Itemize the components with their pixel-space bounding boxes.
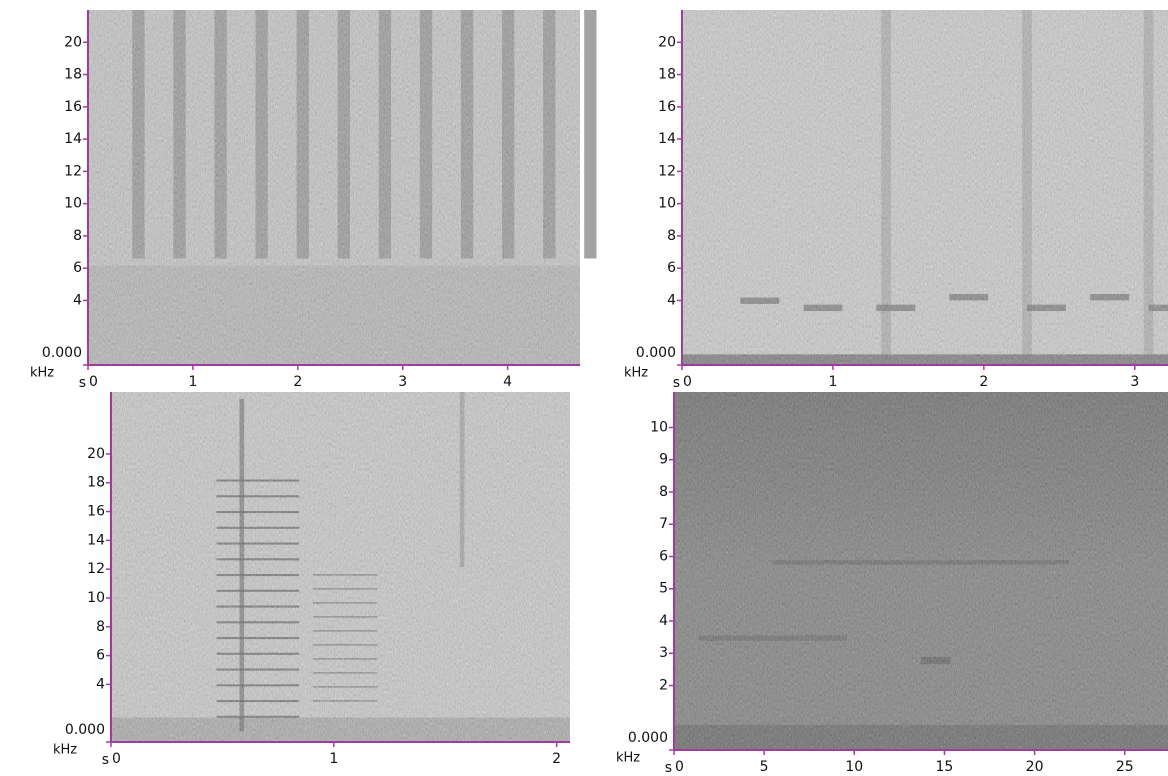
spectrogram-noise xyxy=(674,392,1168,750)
y-tick-label: 20 xyxy=(64,34,82,50)
y-tick-label: 8 xyxy=(659,484,668,500)
y-tick-label: 10 xyxy=(650,419,668,435)
y-tick-label: 6 xyxy=(73,260,82,276)
y-tick-label: 16 xyxy=(64,99,82,115)
x-tick-label: 1 xyxy=(329,751,338,767)
x-tick-label: 15 xyxy=(936,759,954,775)
y-tick-label: 2 xyxy=(659,677,668,693)
spectrogram-noise xyxy=(111,392,570,742)
y-axis-label: kHz xyxy=(53,743,77,758)
x-tick-label: 2 xyxy=(552,751,561,767)
spectrogram-panel: 0.000 2 3 4 5 6 7 8 9 10 0 5 10 15 20 25 s kHz xyxy=(616,392,1168,776)
x-axis-label: s xyxy=(102,752,109,768)
x-tick-label: 1 xyxy=(828,374,837,390)
x-tick-label: 10 xyxy=(845,759,863,775)
x-tick-label: 2 xyxy=(979,374,988,390)
x-axis-label: s xyxy=(673,375,680,391)
y-tick-label: 12 xyxy=(64,163,82,179)
y-tick-label: 14 xyxy=(658,131,676,147)
y-tick-label: 4 xyxy=(73,292,82,308)
x-tick-label: 3 xyxy=(1130,374,1139,390)
spectrogram-noise xyxy=(682,10,1168,365)
y-tick-label: 12 xyxy=(87,561,105,577)
x-tick-label: 2 xyxy=(293,374,302,390)
y-axis-label: kHz xyxy=(616,751,640,766)
y-tick-label: 6 xyxy=(96,648,105,664)
y-tick-label: 8 xyxy=(73,228,82,244)
y-tick-label: 12 xyxy=(658,163,676,179)
y-tick-label: 10 xyxy=(87,590,105,606)
x-axis-label: s xyxy=(79,375,86,391)
x-tick-label: 3 xyxy=(398,374,407,390)
y-tick-label: 6 xyxy=(667,260,676,276)
x-tick-label: 0 xyxy=(675,759,684,775)
x-tick-label: 20 xyxy=(1026,759,1044,775)
y-tick-label: 20 xyxy=(658,34,676,50)
y-tick-label: 20 xyxy=(87,446,105,462)
x-tick-label: 0 xyxy=(89,374,98,390)
y-tick-label: 18 xyxy=(87,475,105,491)
x-axis-label: s xyxy=(665,760,672,776)
x-tick-label: 0 xyxy=(112,751,121,767)
x-tick-label: 4 xyxy=(503,374,512,390)
y-tick-label: 16 xyxy=(87,504,105,520)
y-tick-label: 9 xyxy=(659,452,668,468)
y-tick-label: 8 xyxy=(667,228,676,244)
x-tick-label: 5 xyxy=(760,759,769,775)
spectrogram-noise xyxy=(88,10,580,365)
y-tick-label: 4 xyxy=(667,292,676,308)
texture xyxy=(584,10,597,259)
y-tick-label: 14 xyxy=(64,131,82,147)
y-tick-label: 0.000 xyxy=(628,730,668,746)
y-tick-label: 7 xyxy=(659,516,668,532)
y-tick-label: 14 xyxy=(87,532,105,548)
y-tick-label: 10 xyxy=(658,196,676,212)
y-axis-label: kHz xyxy=(30,366,54,381)
y-tick-label: 5 xyxy=(659,581,668,597)
y-tick-label: 18 xyxy=(658,67,676,83)
y-tick-label: 18 xyxy=(64,67,82,83)
x-tick-label: 1 xyxy=(188,374,197,390)
y-tick-label: 4 xyxy=(96,676,105,692)
y-tick-label: 0.000 xyxy=(42,345,82,361)
y-tick-label: 16 xyxy=(658,99,676,115)
y-tick-label: 6 xyxy=(659,548,668,564)
x-tick-label: 25 xyxy=(1116,759,1134,775)
y-axis-label: kHz xyxy=(624,366,648,381)
y-tick-label: 0.000 xyxy=(65,722,105,738)
x-tick-label: 0 xyxy=(683,374,692,390)
y-tick-label: 0.000 xyxy=(636,345,676,361)
y-tick-label: 10 xyxy=(64,196,82,212)
y-tick-label: 8 xyxy=(96,619,105,635)
y-tick-label: 3 xyxy=(659,645,668,661)
y-tick-label: 4 xyxy=(659,613,668,629)
